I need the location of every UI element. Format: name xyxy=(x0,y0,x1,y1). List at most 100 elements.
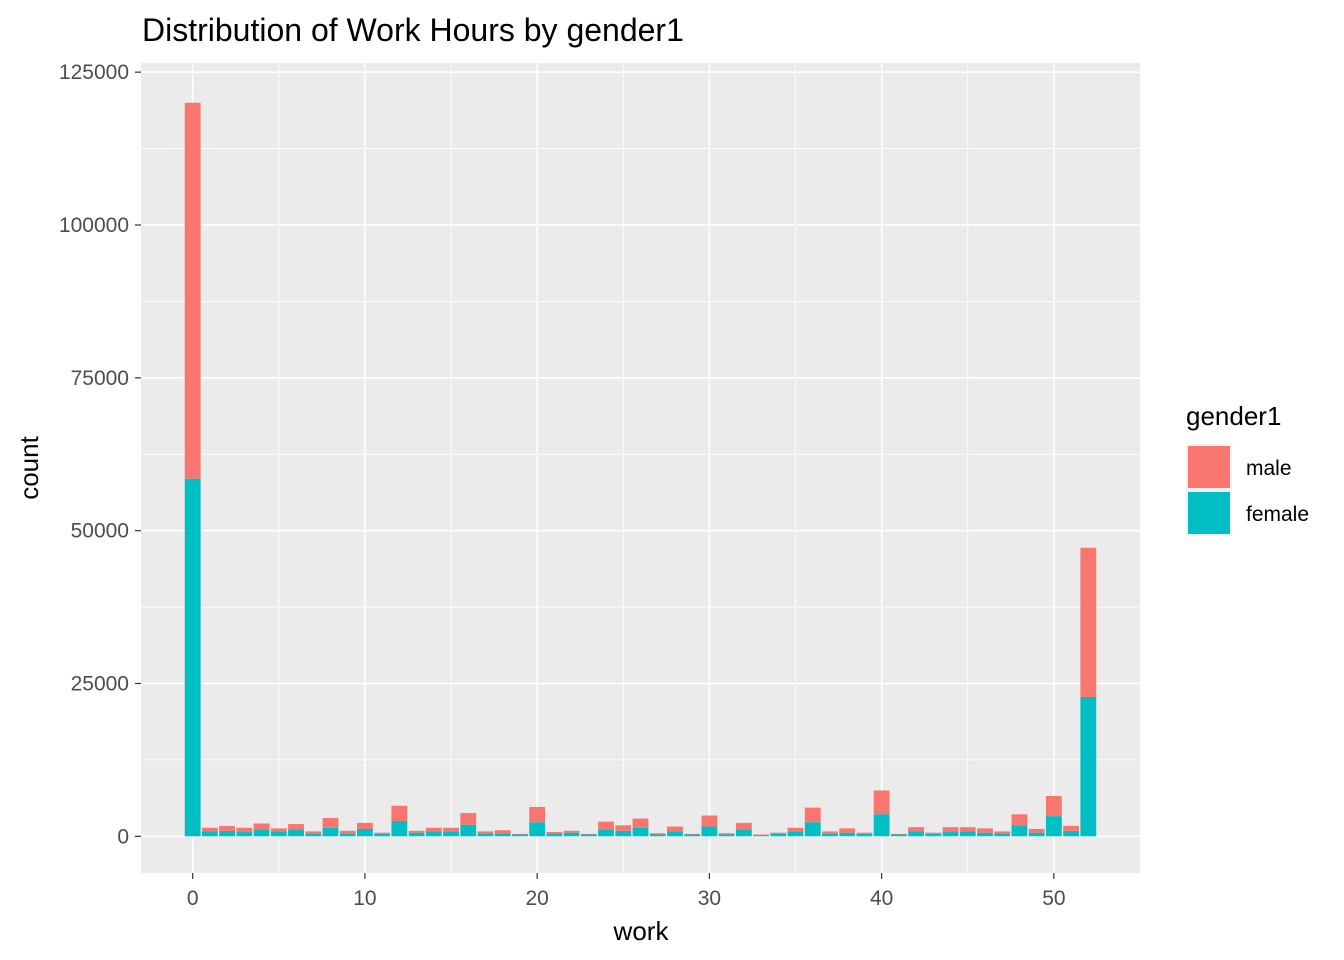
bar-male xyxy=(770,832,787,834)
bar-male xyxy=(684,833,701,835)
bar-female xyxy=(580,834,597,837)
bar-female xyxy=(942,832,959,837)
bar-male xyxy=(356,822,373,829)
bar-male xyxy=(580,833,597,835)
bar-male xyxy=(701,815,718,827)
bar-male xyxy=(977,828,993,833)
bar-male xyxy=(477,831,494,834)
bar-male xyxy=(735,822,752,830)
chart-title: Distribution of Work Hours by gender1 xyxy=(142,12,684,48)
bar-female xyxy=(391,821,408,837)
bar-male xyxy=(529,806,546,823)
bar-female xyxy=(632,827,649,837)
y-tick-label: 0 xyxy=(117,825,129,848)
bar-female xyxy=(494,833,511,837)
y-axis-title: count xyxy=(14,435,44,499)
x-tick-label: 20 xyxy=(525,887,548,910)
bar-male xyxy=(615,825,632,831)
bar-male xyxy=(822,831,838,834)
bar-female xyxy=(219,830,236,837)
bar-female xyxy=(615,830,632,837)
plot-panel xyxy=(141,63,1140,873)
x-tick-label: 10 xyxy=(353,887,376,910)
bar-female xyxy=(1063,830,1080,837)
bar-female xyxy=(649,834,666,837)
bar-female xyxy=(477,833,494,837)
bar-female xyxy=(959,831,976,837)
bar-female xyxy=(718,834,735,837)
bar-female xyxy=(856,833,873,837)
bar-male xyxy=(184,102,201,479)
bar-male xyxy=(408,830,425,833)
panel-background xyxy=(141,63,1140,873)
bar-female xyxy=(684,834,701,837)
bar-female xyxy=(546,833,563,837)
bar-female xyxy=(667,831,683,837)
bar-male xyxy=(546,832,563,834)
bar-male xyxy=(253,823,270,830)
bar-female xyxy=(1045,816,1062,837)
bar-male xyxy=(512,833,528,835)
bar-female xyxy=(1011,825,1028,837)
bar-female xyxy=(184,478,201,837)
bar-male xyxy=(873,790,890,815)
bar-female xyxy=(408,832,425,837)
bar-male xyxy=(942,827,959,833)
y-tick-label: 25000 xyxy=(71,672,129,695)
bar-female xyxy=(822,833,838,837)
bar-male xyxy=(201,827,218,832)
bar-female xyxy=(512,834,528,837)
bar-male xyxy=(494,830,511,834)
bar-male xyxy=(839,828,856,833)
bar-female xyxy=(374,833,391,837)
bar-female xyxy=(460,824,477,837)
legend-swatch-female xyxy=(1188,492,1230,534)
bar-female xyxy=(925,833,942,837)
bar-male xyxy=(270,828,287,832)
bar-male xyxy=(1045,795,1062,817)
bar-male xyxy=(219,825,236,831)
bar-male xyxy=(632,818,649,828)
bar-male xyxy=(804,807,821,823)
x-axis: 0 10 20 30 40 50 xyxy=(187,873,1066,910)
bar-female xyxy=(787,831,804,837)
legend-label-female: female xyxy=(1246,503,1309,526)
bar-male xyxy=(787,827,804,832)
bar-female xyxy=(529,822,546,837)
bar-male xyxy=(1063,825,1080,831)
x-axis-title: work xyxy=(613,916,670,946)
legend-title: gender1 xyxy=(1186,401,1281,431)
y-tick-label: 125000 xyxy=(59,61,129,84)
bar-male xyxy=(1011,814,1028,826)
bar-male xyxy=(443,827,459,832)
bar-male xyxy=(908,827,925,832)
legend: gender1 male female xyxy=(1186,401,1309,536)
bar-female xyxy=(977,832,993,837)
bar-male xyxy=(598,821,614,830)
x-tick-label: 0 xyxy=(187,887,199,910)
bar-female xyxy=(305,833,322,837)
bar-male xyxy=(667,826,683,832)
bar-male xyxy=(339,830,356,834)
y-tick-label: 100000 xyxy=(59,214,129,237)
bar-female xyxy=(753,835,769,837)
bar-male xyxy=(856,832,873,834)
bar-female xyxy=(236,832,253,837)
bar-female xyxy=(770,833,787,837)
bar-female xyxy=(994,833,1011,837)
bar-male xyxy=(460,813,477,825)
y-tick-label: 75000 xyxy=(71,367,129,390)
y-axis: 0 25000 50000 75000 100000 125000 xyxy=(59,61,141,848)
bar-female xyxy=(339,833,356,837)
bar-male xyxy=(890,833,907,835)
bar-female xyxy=(908,831,925,837)
bar-male xyxy=(1080,547,1097,697)
bar-male xyxy=(391,805,408,822)
bar-female xyxy=(253,829,270,837)
x-tick-label: 40 xyxy=(870,887,893,910)
bar-male xyxy=(288,824,304,830)
bars xyxy=(184,102,1097,837)
bar-female xyxy=(839,832,856,837)
x-tick-label: 50 xyxy=(1042,887,1065,910)
